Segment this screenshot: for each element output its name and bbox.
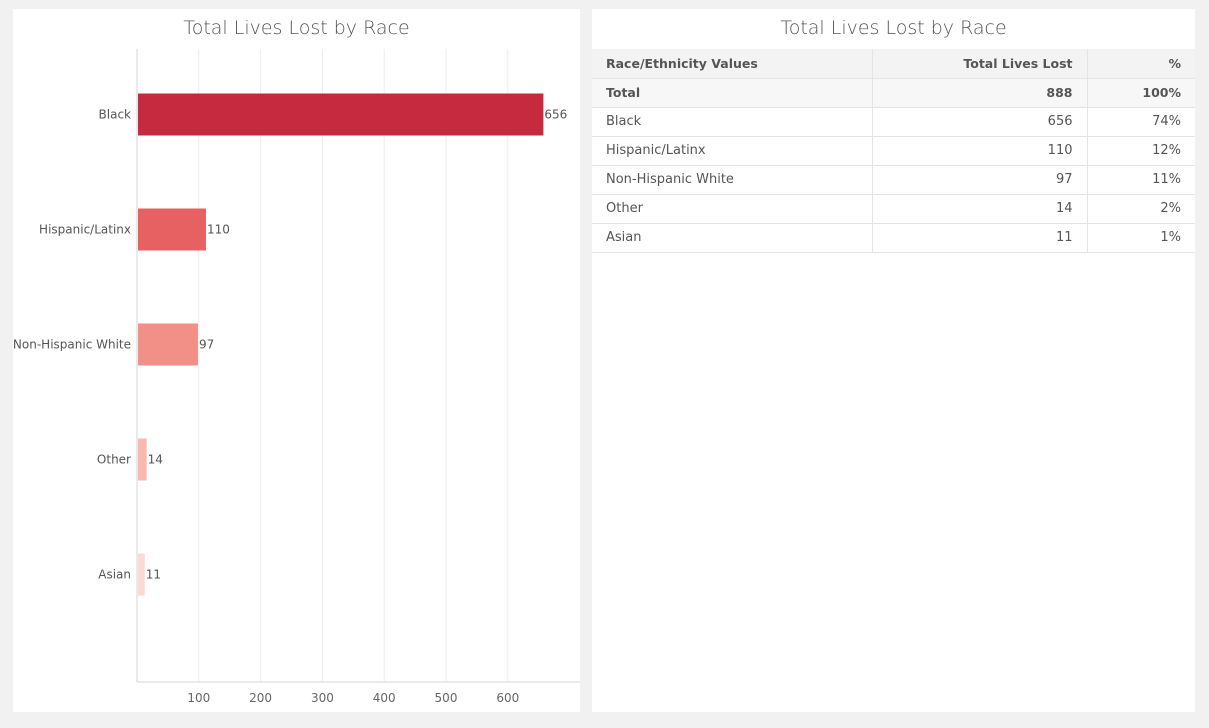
table-row: Hispanic/Latinx 110 12% [592, 136, 1195, 166]
row-race: Asian [592, 223, 873, 253]
x-tick-label: 100 [187, 691, 210, 705]
row-percent: 1% [1087, 223, 1195, 253]
row-value: 14 [872, 194, 1088, 224]
bar-value-label: 14 [148, 453, 163, 467]
table-row: Black 656 74% [592, 107, 1195, 137]
header-race[interactable]: Race/Ethnicity Values [592, 49, 873, 79]
table-row: Non-Hispanic White 97 11% [592, 165, 1195, 195]
total-label: Total [592, 78, 873, 108]
y-category-label: Hispanic/Latinx [39, 223, 131, 237]
table-row: Other 14 2% [592, 194, 1195, 224]
y-category-label: Black [99, 108, 132, 122]
x-tick-label: 500 [435, 691, 458, 705]
row-percent: 11% [1087, 165, 1195, 195]
row-percent: 74% [1087, 107, 1195, 137]
y-category-label: Other [97, 453, 131, 467]
row-race: Hispanic/Latinx [592, 136, 873, 166]
bar-value-label: 11 [146, 568, 161, 582]
bar[interactable] [138, 208, 206, 251]
bar[interactable] [138, 323, 198, 366]
row-value: 11 [872, 223, 1088, 253]
x-tick-label: 400 [373, 691, 396, 705]
x-tick-label: 600 [496, 691, 519, 705]
row-race: Non-Hispanic White [592, 165, 873, 195]
bar[interactable] [138, 553, 145, 596]
bar[interactable] [138, 93, 544, 136]
table-header-row: Race/Ethnicity Values Total Lives Lost % [592, 49, 1195, 79]
x-tick-label: 200 [249, 691, 272, 705]
bar-value-label: 656 [544, 108, 567, 122]
row-race: Black [592, 107, 873, 137]
row-percent: 12% [1087, 136, 1195, 166]
row-percent: 2% [1087, 194, 1195, 224]
bar-chart: 100 200 300 400 500 600 Black 656 Hispanic/Latin… [13, 49, 580, 705]
bar-value-label: 110 [207, 223, 230, 237]
row-race: Other [592, 194, 873, 224]
bar-chart-panel: Total Lives Lost by Race 100 200 300 400 500… [13, 9, 580, 712]
total-percent: 100% [1087, 78, 1195, 108]
bar-value-label: 97 [199, 338, 214, 352]
total-value: 888 [872, 78, 1088, 108]
data-table: Race/Ethnicity Values Total Lives Lost %… [592, 49, 1195, 253]
table-total-row: Total 888 100% [592, 78, 1195, 108]
x-tick-label: 300 [311, 691, 334, 705]
header-percent[interactable]: % [1087, 49, 1195, 79]
table-row: Asian 11 1% [592, 223, 1195, 253]
chart-title: Total Lives Lost by Race [183, 17, 410, 39]
bar[interactable] [138, 438, 147, 481]
y-category-label: Asian [98, 568, 131, 582]
row-value: 97 [872, 165, 1088, 195]
row-value: 656 [872, 107, 1088, 137]
table-title: Total Lives Lost by Race [780, 17, 1007, 39]
header-total-lives-lost[interactable]: Total Lives Lost [872, 49, 1088, 79]
row-value: 110 [872, 136, 1088, 166]
y-category-label: Non-Hispanic White [13, 338, 131, 352]
table-panel: Total Lives Lost by Race Race/Ethnicity … [592, 9, 1195, 712]
